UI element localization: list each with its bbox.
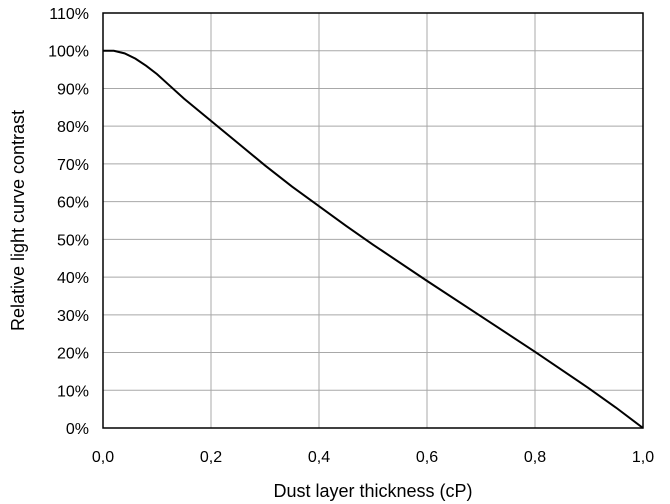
series-line [103, 49, 644, 429]
plot-frame [102, 12, 644, 429]
x-tick-label: 0,6 [416, 449, 438, 466]
x-axis-title: Dust layer thickness (cP) [273, 481, 472, 501]
x-tick-label: 0,2 [200, 449, 222, 466]
y-tick-label: 90% [57, 81, 89, 98]
y-tick-label: 0% [66, 421, 89, 438]
y-tick-label: 50% [57, 232, 89, 249]
y-tick-label: 110% [49, 6, 89, 23]
y-tick-label: 70% [57, 157, 89, 174]
y-tick-label: 30% [57, 308, 89, 325]
x-tick-label: 0,4 [308, 449, 330, 466]
y-axis-title: Relative light curve contrast [8, 110, 28, 331]
grid-lines [102, 12, 644, 429]
x-tick-label: 0,0 [92, 449, 114, 466]
y-tick-label: 80% [57, 119, 89, 136]
x-tick-label: 0,8 [524, 449, 546, 466]
y-tick-label: 20% [57, 346, 89, 363]
y-tick-label: 60% [57, 195, 89, 212]
x-tick-label: 1,0 [632, 449, 654, 466]
y-tick-label: 40% [57, 270, 89, 287]
y-tick-label: 100% [48, 44, 89, 61]
y-axis-ticks: 0% 10% 20% 30% 40% 50% 60% 70% 80% 90% 100% 110% [48, 6, 89, 438]
x-axis-ticks: 0,0 0,2 0,4 0,6 0,8 1,0 [92, 449, 654, 466]
y-tick-label: 10% [57, 383, 89, 400]
